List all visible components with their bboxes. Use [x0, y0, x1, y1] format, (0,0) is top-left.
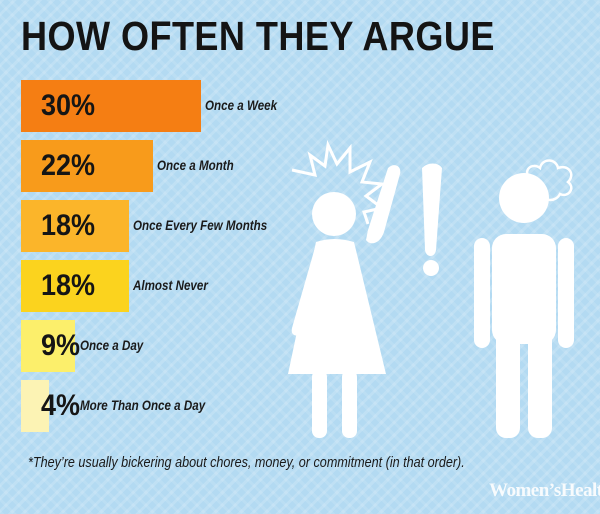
- bar: [21, 380, 49, 432]
- woman-figure-icon: [288, 165, 401, 438]
- bar-category-label: Almost Never: [133, 278, 208, 293]
- chart-title: HOW OFTEN THEY ARGUE: [21, 13, 495, 59]
- bar-value-label: 18%: [41, 209, 96, 242]
- bar-value-label: 22%: [41, 149, 96, 182]
- womens-health-logo: Women’sHealth: [489, 480, 600, 501]
- bar-value-label: 30%: [41, 89, 96, 122]
- exclamation-icon: [422, 163, 442, 276]
- bar-category-label: Once Every Few Months: [133, 218, 268, 233]
- bar-category-label: Once a Day: [80, 338, 144, 353]
- bar-value-label: 9%: [41, 329, 81, 362]
- bar-value-label: 18%: [41, 269, 96, 302]
- bar: [21, 320, 75, 372]
- bar-category-label: Once a Week: [205, 98, 278, 113]
- bar-category-label: More Than Once a Day: [80, 398, 206, 413]
- footnote: *They’re usually bickering about chores,…: [28, 454, 465, 471]
- bar: [21, 140, 153, 192]
- bar: [21, 200, 129, 252]
- bar-category-label: Once a Month: [157, 158, 234, 173]
- man-figure-icon: [474, 173, 574, 438]
- bar: [21, 260, 129, 312]
- arguing-couple-illustration: [288, 140, 574, 438]
- bar-value-label: 4%: [41, 389, 81, 422]
- bar-chart: 30% Once a Week 22% Once a Month 18% Once Eve…: [21, 80, 311, 442]
- bar: [21, 80, 201, 132]
